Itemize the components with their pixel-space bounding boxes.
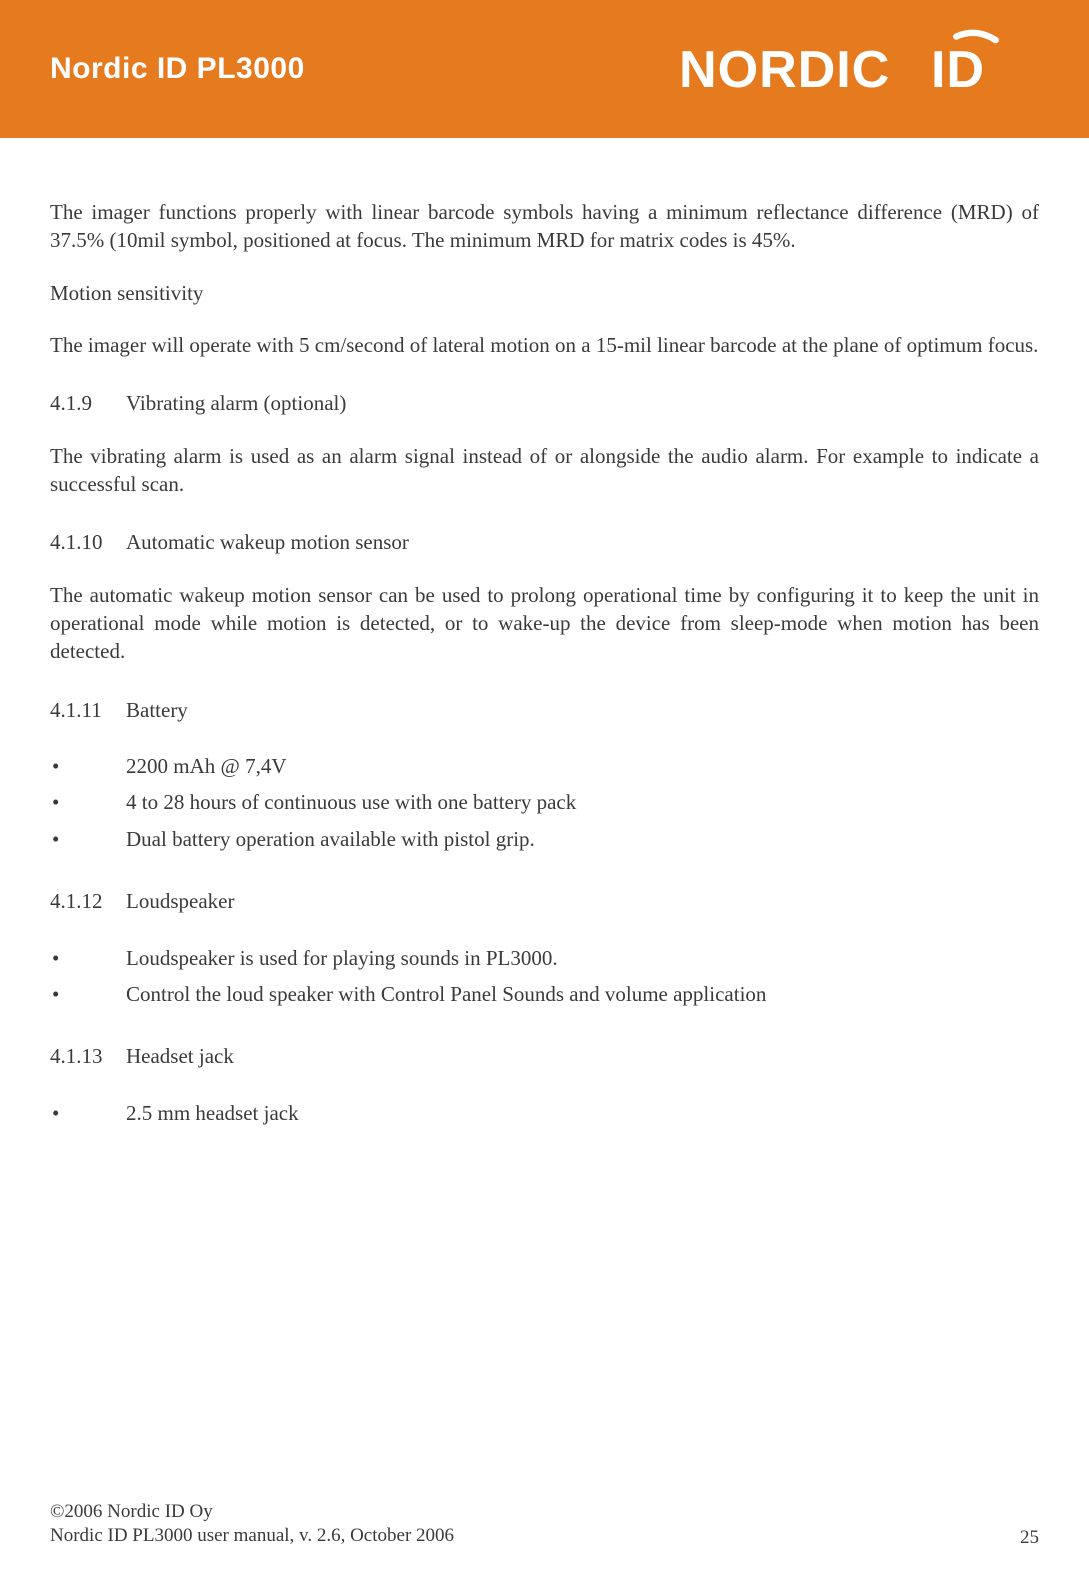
- list-item-text: Dual battery operation available with pi…: [126, 825, 535, 853]
- footer-left: ©2006 Nordic ID Oy Nordic ID PL3000 user…: [50, 1500, 454, 1549]
- section-title: Loudspeaker: [126, 887, 234, 915]
- page-footer: ©2006 Nordic ID Oy Nordic ID PL3000 user…: [50, 1500, 1039, 1549]
- list-item: • Loudspeaker is used for playing sounds…: [50, 940, 1039, 976]
- bullet-icon: •: [50, 980, 126, 1008]
- header-title: Nordic ID PL3000: [50, 52, 305, 86]
- paragraph-motion: The imager will operate with 5 cm/second…: [50, 331, 1039, 359]
- heading-4-1-9: 4.1.9 Vibrating alarm (optional): [50, 389, 1039, 417]
- headset-list: • 2.5 mm headset jack: [50, 1095, 1039, 1131]
- paragraph-mrd: The imager functions properly with linea…: [50, 198, 1039, 255]
- section-number: 4.1.9: [50, 389, 126, 417]
- section-number: 4.1.13: [50, 1042, 126, 1070]
- section-title: Automatic wakeup motion sensor: [126, 528, 409, 556]
- bullet-icon: •: [50, 1099, 126, 1127]
- loudspeaker-list: • Loudspeaker is used for playing sounds…: [50, 940, 1039, 1013]
- list-item-text: 4 to 28 hours of continuous use with one…: [126, 788, 576, 816]
- svg-text:ID: ID: [931, 41, 985, 99]
- copyright-line: ©2006 Nordic ID Oy: [50, 1500, 454, 1525]
- list-item: • Control the loud speaker with Control …: [50, 976, 1039, 1012]
- list-item: • 2200 mAh @ 7,4V: [50, 748, 1039, 784]
- section-title: Battery: [126, 696, 188, 724]
- heading-4-1-11: 4.1.11 Battery: [50, 696, 1039, 724]
- heading-4-1-10: 4.1.10 Automatic wakeup motion sensor: [50, 528, 1039, 556]
- list-item: • 4 to 28 hours of continuous use with o…: [50, 784, 1039, 820]
- list-item-text: 2.5 mm headset jack: [126, 1099, 299, 1127]
- paragraph-vibrating-alarm: The vibrating alarm is used as an alarm …: [50, 442, 1039, 499]
- heading-4-1-13: 4.1.13 Headset jack: [50, 1042, 1039, 1070]
- nordicid-logo: NORDIC ID: [679, 29, 1039, 109]
- page-header: Nordic ID PL3000 NORDIC ID: [0, 0, 1089, 138]
- paragraph-wakeup-sensor: The automatic wakeup motion sensor can b…: [50, 581, 1039, 666]
- bullet-icon: •: [50, 752, 126, 780]
- bullet-icon: •: [50, 788, 126, 816]
- list-item-text: Loudspeaker is used for playing sounds i…: [126, 944, 558, 972]
- list-item-text: 2200 mAh @ 7,4V: [126, 752, 287, 780]
- list-item-text: Control the loud speaker with Control Pa…: [126, 980, 766, 1008]
- battery-list: • 2200 mAh @ 7,4V • 4 to 28 hours of con…: [50, 748, 1039, 857]
- section-title: Vibrating alarm (optional): [126, 389, 346, 417]
- list-item: • 2.5 mm headset jack: [50, 1095, 1039, 1131]
- bullet-icon: •: [50, 944, 126, 972]
- svg-text:NORDIC: NORDIC: [679, 41, 890, 99]
- section-number: 4.1.10: [50, 528, 126, 556]
- section-title: Headset jack: [126, 1042, 234, 1070]
- page-number: 25: [1020, 1527, 1039, 1549]
- list-item: • Dual battery operation available with …: [50, 821, 1039, 857]
- label-motion-sensitivity: Motion sensitivity: [50, 279, 1039, 307]
- section-number: 4.1.11: [50, 696, 126, 724]
- bullet-icon: •: [50, 825, 126, 853]
- heading-4-1-12: 4.1.12 Loudspeaker: [50, 887, 1039, 915]
- section-number: 4.1.12: [50, 887, 126, 915]
- page-content: The imager functions properly with linea…: [0, 138, 1089, 1131]
- manual-version-line: Nordic ID PL3000 user manual, v. 2.6, Oc…: [50, 1524, 454, 1549]
